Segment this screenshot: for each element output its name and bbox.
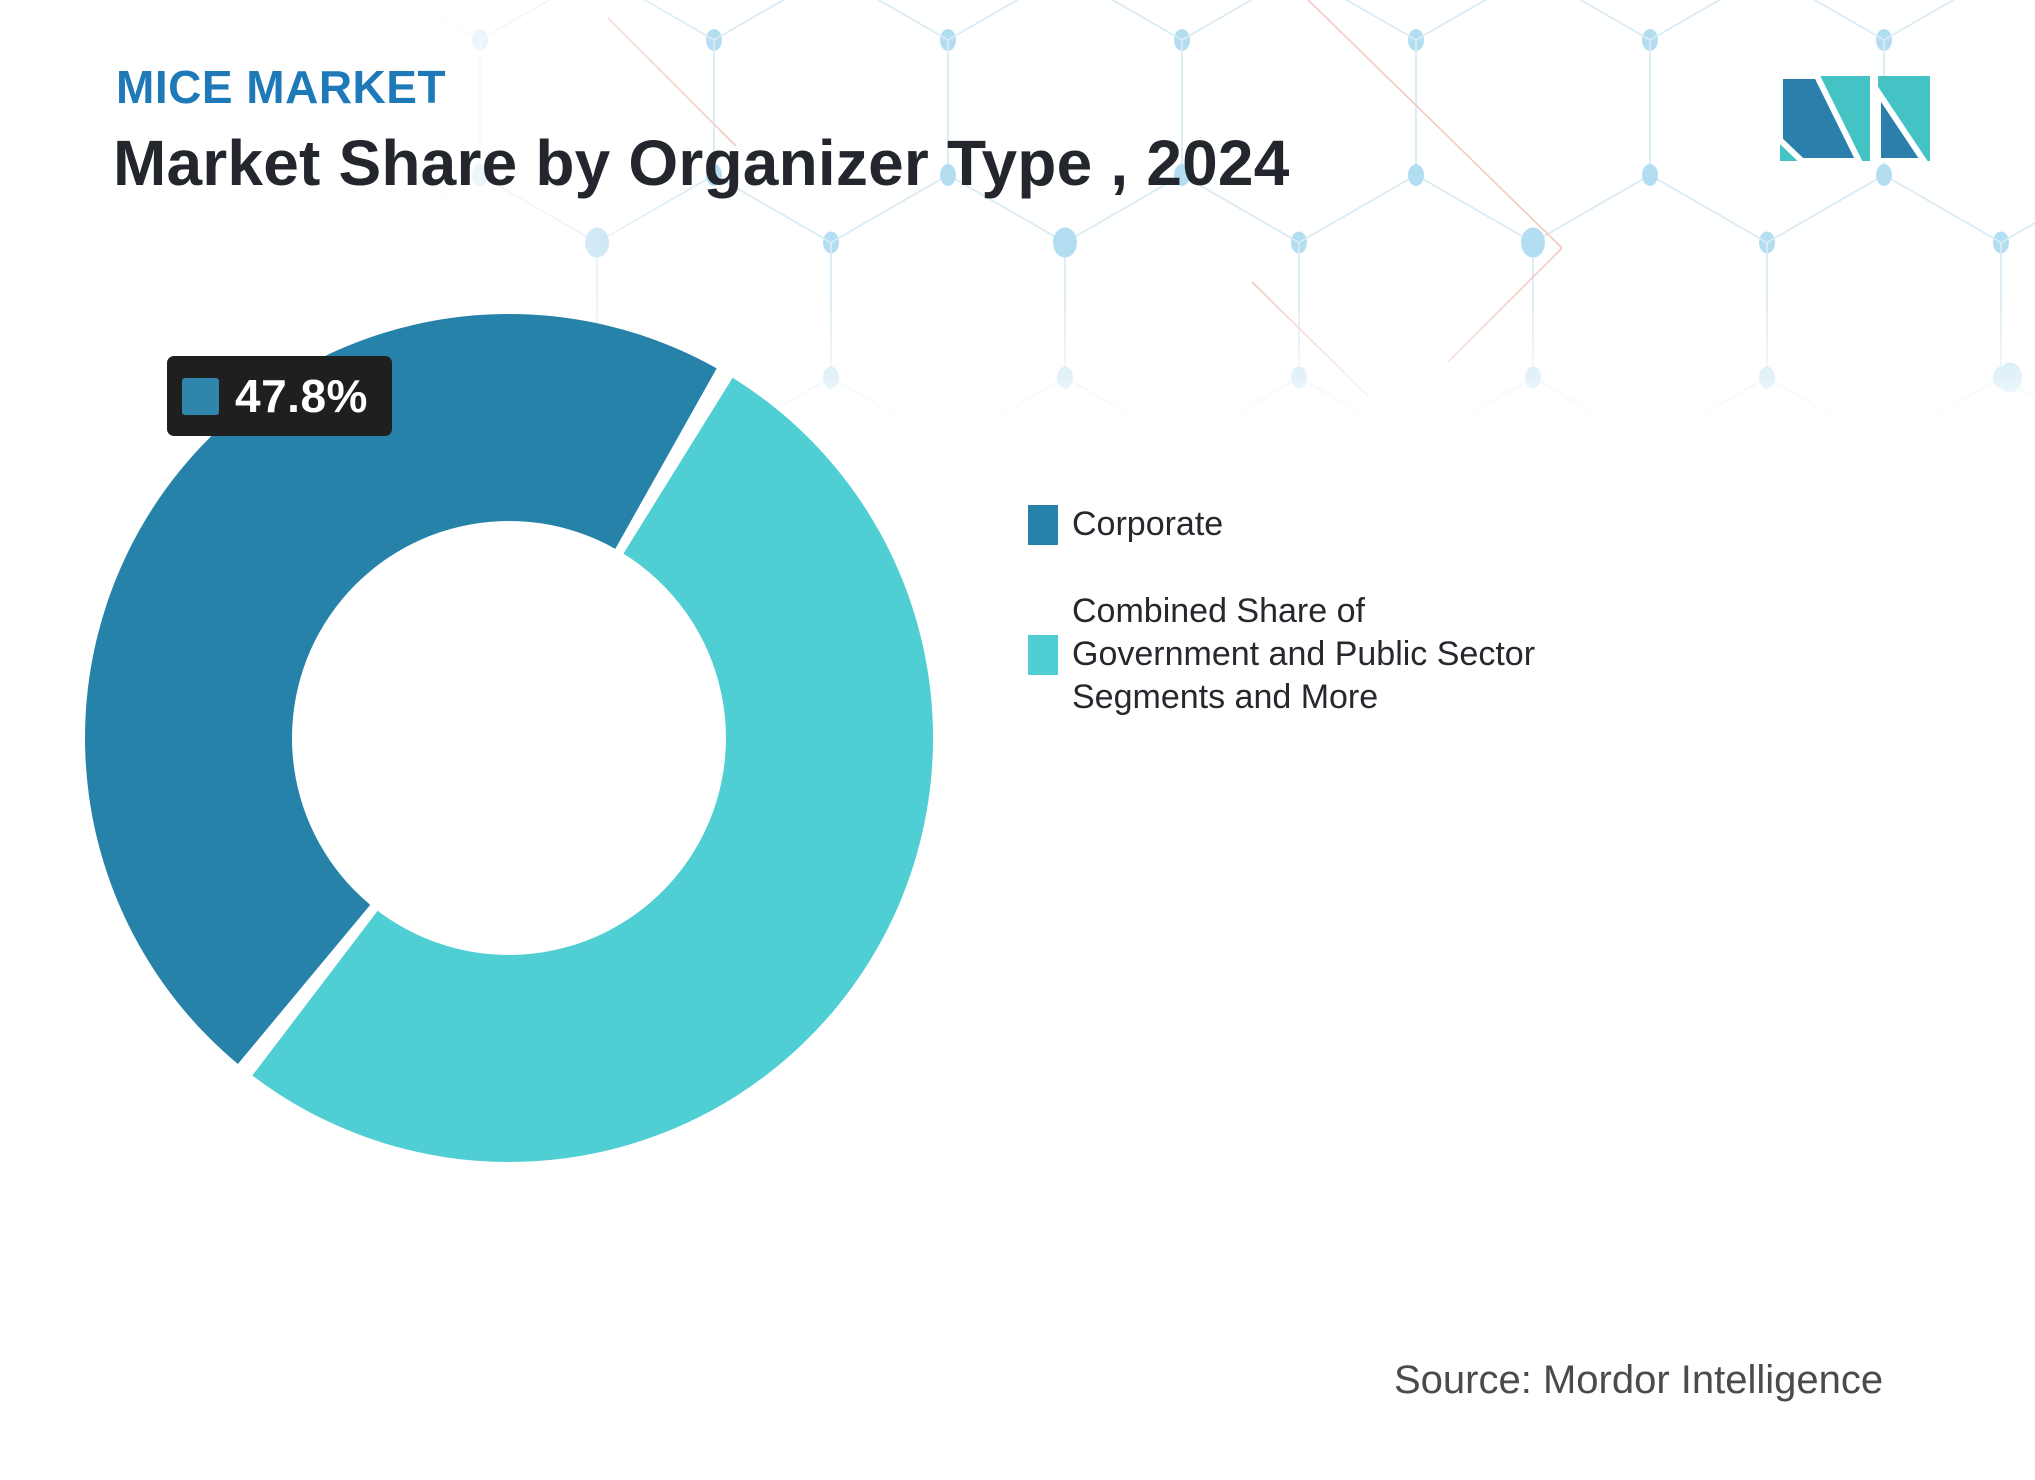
page-title: Market Share by Organizer Type , 2024 — [113, 127, 1290, 199]
logo-shape — [1777, 76, 1863, 162]
hexagon-outline — [2000, 221, 2035, 399]
node-dot-large — [1521, 227, 1545, 258]
donut-slice-0 — [85, 314, 717, 1064]
logo-shape — [1875, 82, 1929, 162]
legend-item-corporate: Corporate — [1028, 503, 1628, 546]
legend-swatch-corporate — [1028, 504, 1058, 545]
node-dot — [1642, 164, 1658, 186]
legend-label-corporate: Corporate — [1072, 505, 1224, 543]
legend-item-combined: Combined Share of Government and Public … — [1028, 590, 1628, 719]
node-dot — [1174, 164, 1190, 186]
hexagon-outline — [713, 0, 949, 244]
legend-label-combined: Combined Share of Government and Public … — [1072, 592, 1536, 716]
brand-label: MICE MARKET — [116, 61, 447, 113]
accent-line — [1307, 0, 1563, 249]
hexagon-outline — [2001, 0, 2035, 40]
mordor-intelligence-logo — [1777, 76, 1930, 162]
hexagon-outline — [947, 0, 1183, 244]
callout-value: 47.8% — [235, 370, 368, 422]
donut-slice-1 — [252, 377, 934, 1163]
node-dot — [1408, 164, 1424, 186]
value-callout: 47.8% — [167, 356, 392, 436]
hexagon-outline — [1415, 0, 1651, 244]
legend-swatch-combined — [1028, 634, 1058, 675]
node-dot — [940, 164, 956, 186]
node-dot — [1876, 164, 1892, 186]
hexagon-outline — [1181, 0, 1417, 244]
chart-legend: Corporate Combined Share of Government a… — [1028, 503, 1628, 719]
donut-chart — [85, 314, 934, 1163]
node-dot-large — [1053, 227, 1077, 258]
source-attribution: Source: Mordor Intelligence — [1394, 1358, 1884, 1402]
callout-swatch — [182, 377, 219, 415]
